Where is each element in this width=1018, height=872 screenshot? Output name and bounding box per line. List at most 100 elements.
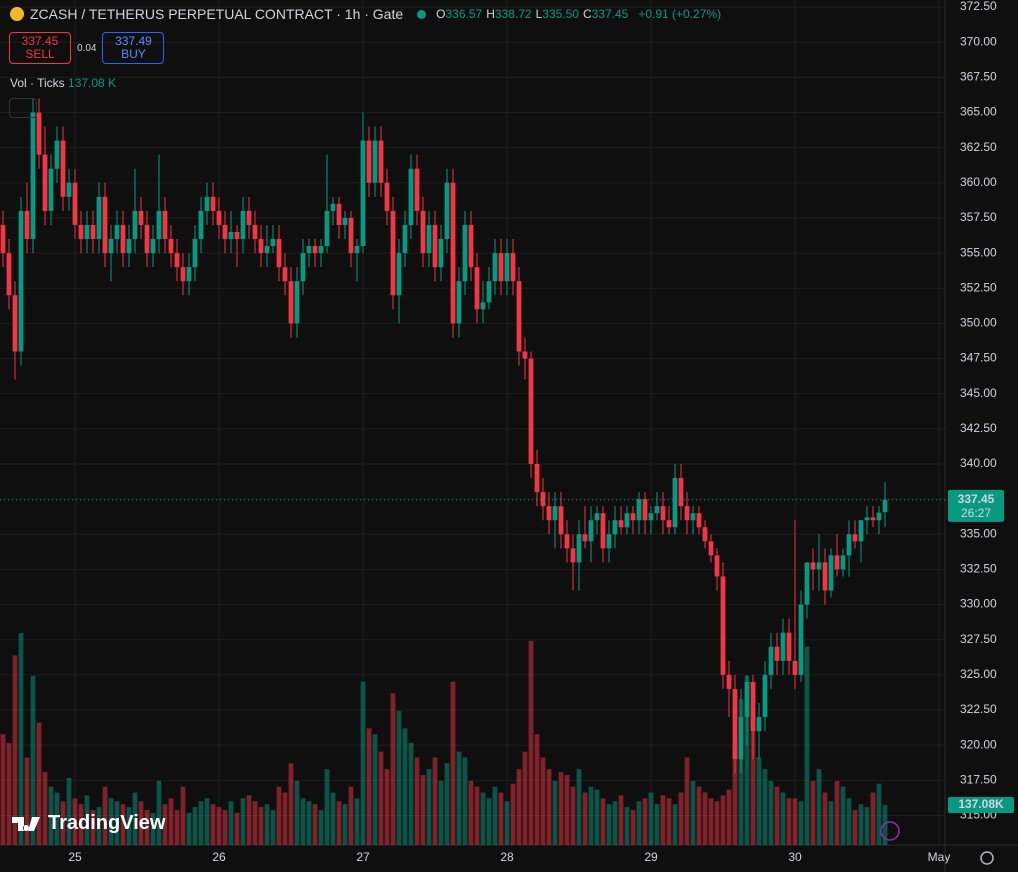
volume-bar — [696, 786, 702, 845]
candle-body — [786, 632, 792, 661]
y-tick-label: 322.50 — [960, 702, 997, 716]
volume-bar — [516, 769, 522, 845]
candle-body — [804, 562, 810, 605]
volume-bar — [528, 640, 534, 845]
volume-bar — [6, 742, 12, 845]
volume-bar — [198, 801, 204, 845]
volume-bar — [354, 798, 360, 845]
candle-body — [402, 224, 408, 254]
candle-body — [672, 478, 678, 528]
lightning-button[interactable] — [880, 821, 900, 841]
symbol[interactable]: ZCASH / TETHERUS PERPETUAL CONTRACT · 1h… — [30, 6, 404, 22]
candle-body — [456, 281, 462, 324]
volume-bar — [60, 801, 66, 845]
volume-bar — [138, 801, 144, 845]
volume-bar — [420, 775, 426, 845]
volume-bar — [84, 795, 90, 845]
candle-body — [666, 520, 672, 528]
volume-bar — [120, 804, 126, 845]
volume-bar — [474, 786, 480, 845]
ohlc-label: L — [535, 7, 543, 21]
volume-bar — [210, 804, 216, 845]
candle-body — [378, 140, 384, 183]
volume-bar — [30, 675, 36, 845]
volume-bar — [504, 801, 510, 845]
volume-bar — [498, 792, 504, 845]
candle-body — [510, 253, 516, 282]
ohlc-values: O336.57 H338.72 L335.50 C337.45 — [436, 7, 632, 21]
candle-body — [210, 196, 216, 211]
volume-bar — [96, 807, 102, 845]
volume-bar — [246, 795, 252, 845]
y-tick-label: 340.00 — [960, 456, 997, 470]
candle-body — [720, 576, 726, 675]
candle-body — [354, 246, 360, 254]
volume-bar — [414, 757, 420, 845]
volume-bar — [642, 798, 648, 845]
volume-bar — [264, 804, 270, 845]
volume-bar — [660, 795, 666, 845]
volume-bar — [102, 786, 108, 845]
volume-bar — [684, 757, 690, 845]
candle-body — [750, 681, 756, 732]
volume-bar — [690, 780, 696, 845]
volume-bar — [174, 810, 180, 845]
settings-button[interactable] — [980, 851, 994, 865]
y-tick-label: 365.00 — [960, 105, 997, 119]
spread: 0.04 — [77, 42, 97, 54]
sell-price: 337.45 — [21, 34, 59, 48]
candle-body — [732, 688, 738, 760]
candle-body — [54, 140, 60, 169]
volume-bar — [714, 801, 720, 845]
volume-tag-value: 137.08K — [958, 797, 1004, 811]
candle-body — [624, 513, 630, 528]
candle-body — [168, 239, 174, 254]
volume-bar — [726, 789, 732, 845]
volume-bar — [114, 801, 120, 845]
candle-body — [594, 513, 600, 521]
candle-body — [432, 224, 438, 268]
candle-body — [654, 506, 660, 514]
candle-body — [138, 210, 144, 225]
volume-bar — [678, 792, 684, 845]
candle-body — [492, 253, 498, 282]
sell-button[interactable]: 337.45 SELL — [9, 32, 71, 64]
y-tick-label: 325.00 — [960, 667, 997, 681]
volume-value: 137.08 K — [68, 76, 117, 90]
volume-bar — [12, 655, 18, 845]
ohlc-label: O — [436, 7, 446, 21]
y-tick-label: 355.00 — [960, 245, 997, 259]
candle-body — [468, 224, 474, 268]
volume-bar — [330, 792, 336, 845]
volume-bar — [144, 810, 150, 845]
volume-bar — [480, 792, 486, 845]
collapse-button[interactable] — [9, 98, 37, 118]
y-tick-label: 357.50 — [960, 210, 997, 224]
volume-bar — [672, 804, 678, 845]
volume-bar — [54, 792, 60, 845]
candle-body — [852, 534, 858, 542]
volume-bar — [270, 810, 276, 845]
volume-bar — [630, 810, 636, 845]
volume-bar — [744, 675, 750, 845]
candle-body — [252, 224, 258, 240]
volume-bar — [78, 804, 84, 845]
sell-label: SELL — [25, 47, 55, 61]
candle-body — [696, 513, 702, 528]
volume-bar — [156, 780, 162, 845]
buy-button[interactable]: 337.49 BUY — [102, 32, 165, 64]
candle-body — [162, 210, 168, 240]
volume-bar — [510, 783, 516, 845]
volume-bar — [366, 728, 372, 845]
volume-bar — [240, 798, 246, 845]
candle-body — [618, 520, 624, 528]
volume-bar — [444, 763, 450, 845]
candle-body — [174, 253, 180, 268]
candle-body — [66, 182, 72, 197]
ohlc-value: 338.72 — [494, 7, 532, 21]
volume-bar — [570, 786, 576, 845]
volume-bar — [18, 633, 24, 845]
candle-body — [42, 154, 48, 211]
